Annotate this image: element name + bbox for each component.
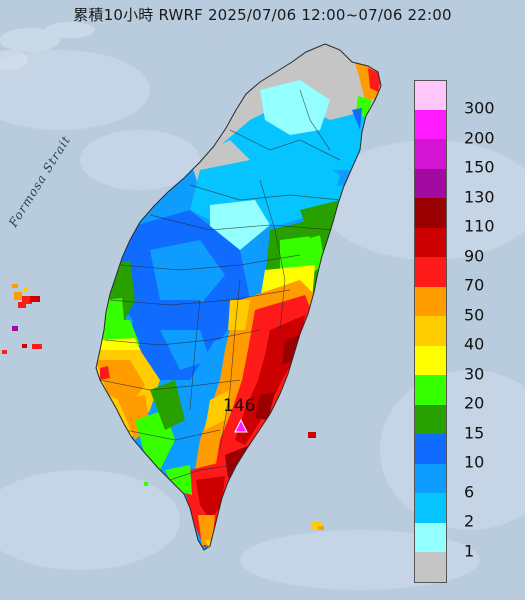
legend-swatch bbox=[414, 316, 447, 346]
legend-swatch bbox=[414, 375, 447, 405]
legend-label: 130 bbox=[464, 187, 495, 207]
penghu-islands bbox=[2, 284, 42, 354]
legend-swatch bbox=[414, 139, 447, 169]
legend-label: 200 bbox=[464, 128, 495, 148]
legend-label: 150 bbox=[464, 157, 495, 177]
legend-label: 300 bbox=[464, 98, 495, 118]
legend-swatch bbox=[414, 522, 447, 552]
legend-label: 6 bbox=[464, 482, 475, 502]
legend-swatch bbox=[414, 552, 447, 583]
legend-swatch bbox=[414, 198, 447, 228]
legend-label: 40 bbox=[464, 334, 485, 354]
legend-label: 10 bbox=[464, 452, 485, 472]
legend-swatch bbox=[414, 80, 447, 111]
legend-swatch bbox=[414, 286, 447, 316]
legend-label: 30 bbox=[464, 364, 485, 384]
legend-swatch bbox=[414, 227, 447, 257]
peak-marker bbox=[234, 418, 248, 433]
legend-label: 2 bbox=[464, 511, 475, 531]
legend-swatch bbox=[414, 345, 447, 375]
legend-label: 50 bbox=[464, 305, 485, 325]
peak-value-label: 146 bbox=[223, 396, 256, 416]
legend-label: 1 bbox=[464, 541, 475, 561]
legend-label: 15 bbox=[464, 423, 485, 443]
legend-label: 20 bbox=[464, 393, 485, 413]
legend-swatch bbox=[414, 257, 447, 287]
legend-swatch bbox=[414, 168, 447, 198]
legend-label: 90 bbox=[464, 246, 485, 266]
legend-label: 70 bbox=[464, 275, 485, 295]
legend-label: 110 bbox=[464, 216, 495, 236]
legend-swatch bbox=[414, 109, 447, 139]
legend-swatch bbox=[414, 493, 447, 523]
legend-swatch bbox=[414, 404, 447, 434]
legend-swatch bbox=[414, 463, 447, 493]
map-title: 累積10小時 RWRF 2025/07/06 12:00~07/06 22:00 bbox=[73, 6, 452, 24]
legend-swatch bbox=[414, 434, 447, 464]
